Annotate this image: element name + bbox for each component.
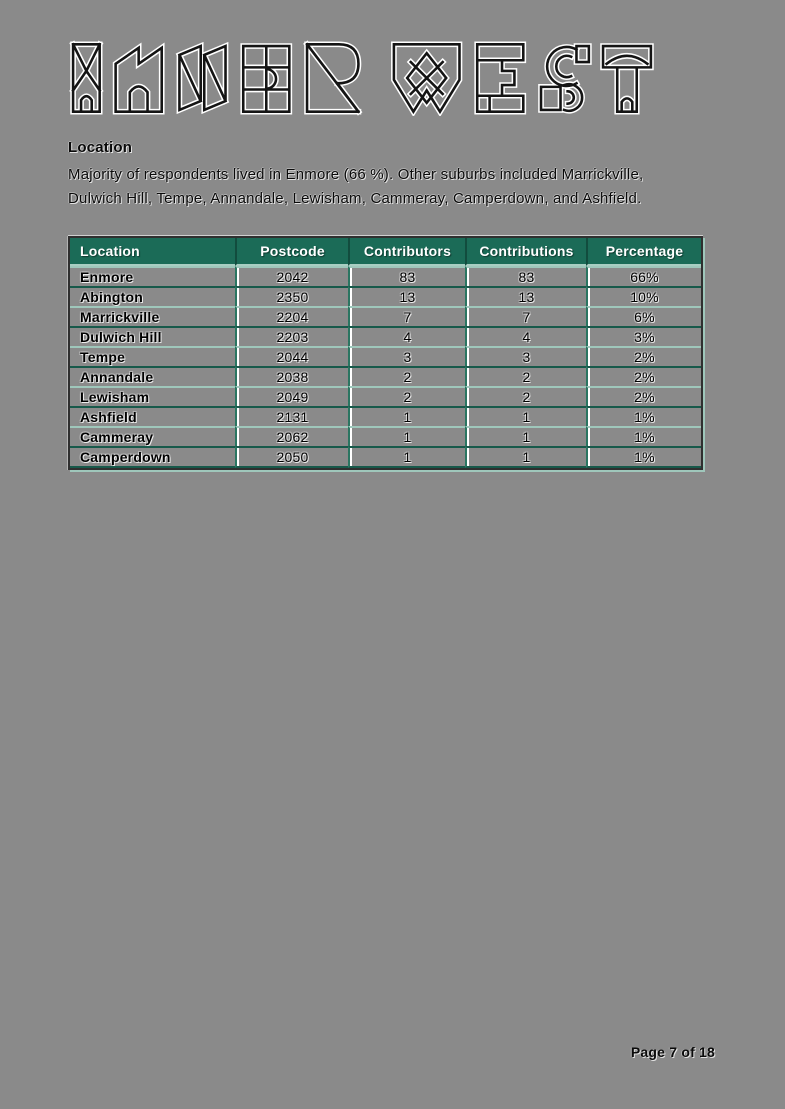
cell-contributors: 3 <box>348 346 465 366</box>
location-section: Location Majority of respondents lived i… <box>68 139 708 211</box>
column-header-percentage: Percentage <box>586 238 701 266</box>
cell-location: Lewisham <box>70 386 235 406</box>
cell-location: Enmore <box>70 266 235 286</box>
body-line: Majority of respondents lived in Enmore … <box>68 166 644 183</box>
table-row: Cammeray 2062 1 1 1% <box>70 426 701 446</box>
table-header-row: Location Postcode Contributors Contribut… <box>70 238 701 266</box>
cell-percentage: 1% <box>586 406 701 426</box>
cell-contributions: 4 <box>465 326 586 346</box>
column-header-contributions: Contributions <box>465 238 586 266</box>
cell-percentage: 1% <box>586 426 701 446</box>
cell-percentage: 6% <box>586 306 701 326</box>
table-row: Abington 2350 13 13 10% <box>70 286 701 306</box>
body-line: Dulwich Hill, Tempe, Annandale, Lewisham… <box>68 190 642 207</box>
cell-percentage: 2% <box>586 386 701 406</box>
cell-postcode: 2203 <box>235 326 348 346</box>
table-row: Dulwich Hill 2203 4 4 3% <box>70 326 701 346</box>
cell-contributions: 2 <box>465 366 586 386</box>
cell-percentage: 3% <box>586 326 701 346</box>
cell-contributions: 7 <box>465 306 586 326</box>
cell-contributors: 1 <box>348 426 465 446</box>
cell-location: Dulwich Hill <box>70 326 235 346</box>
cell-postcode: 2050 <box>235 446 348 468</box>
cell-contributions: 13 <box>465 286 586 306</box>
cell-contributions: 1 <box>465 426 586 446</box>
cell-contributors: 4 <box>348 326 465 346</box>
cell-postcode: 2350 <box>235 286 348 306</box>
cell-postcode: 2044 <box>235 346 348 366</box>
cell-percentage: 2% <box>586 366 701 386</box>
cell-postcode: 2131 <box>235 406 348 426</box>
column-header-location: Location <box>70 238 235 266</box>
table-row: Tempe 2044 3 3 2% <box>70 346 701 366</box>
page-title: INNER WEST <box>66 40 658 121</box>
cell-contributors: 1 <box>348 406 465 426</box>
cell-contributors: 83 <box>348 266 465 286</box>
cell-percentage: 1% <box>586 446 701 468</box>
cell-postcode: 2049 <box>235 386 348 406</box>
cell-location: Abington <box>70 286 235 306</box>
column-header-postcode: Postcode <box>235 238 348 266</box>
cell-contributors: 2 <box>348 366 465 386</box>
location-table: Location Postcode Contributors Contribut… <box>68 236 703 470</box>
table-row: Enmore 2042 83 83 66% <box>70 266 701 286</box>
cell-contributions: 3 <box>465 346 586 366</box>
cell-location: Camperdown <box>70 446 235 468</box>
cell-contributors: 1 <box>348 446 465 468</box>
cell-percentage: 10% <box>586 286 701 306</box>
table-row: Lewisham 2049 2 2 2% <box>70 386 701 406</box>
cell-contributors: 7 <box>348 306 465 326</box>
section-heading: Location <box>68 139 133 156</box>
cell-postcode: 2062 <box>235 426 348 446</box>
column-header-contributors: Contributors <box>348 238 465 266</box>
cell-contributors: 13 <box>348 286 465 306</box>
table-row: Annandale 2038 2 2 2% <box>70 366 701 386</box>
cell-location: Tempe <box>70 346 235 366</box>
location-table-grid: Location Postcode Contributors Contribut… <box>70 238 701 468</box>
cell-location: Annandale <box>70 366 235 386</box>
cell-contributions: 1 <box>465 406 586 426</box>
page-number: Page 7 of 18 <box>630 1044 715 1060</box>
cell-postcode: 2042 <box>235 266 348 286</box>
cell-percentage: 2% <box>586 346 701 366</box>
cell-contributions: 2 <box>465 386 586 406</box>
cell-contributions: 1 <box>465 446 586 468</box>
inner-west-wordmark-icon <box>66 40 658 116</box>
table-row: Ashfield 2131 1 1 1% <box>70 406 701 426</box>
cell-location: Marrickville <box>70 306 235 326</box>
cell-contributions: 83 <box>465 266 586 286</box>
cell-postcode: 2204 <box>235 306 348 326</box>
cell-contributors: 2 <box>348 386 465 406</box>
table-row: Camperdown 2050 1 1 1% <box>70 446 701 468</box>
cell-postcode: 2038 <box>235 366 348 386</box>
section-body: Majority of respondents lived in Enmore … <box>68 163 708 211</box>
cell-location: Ashfield <box>70 406 235 426</box>
cell-location: Cammeray <box>70 426 235 446</box>
table-row: Marrickville 2204 7 7 6% <box>70 306 701 326</box>
cell-percentage: 66% <box>586 266 701 286</box>
